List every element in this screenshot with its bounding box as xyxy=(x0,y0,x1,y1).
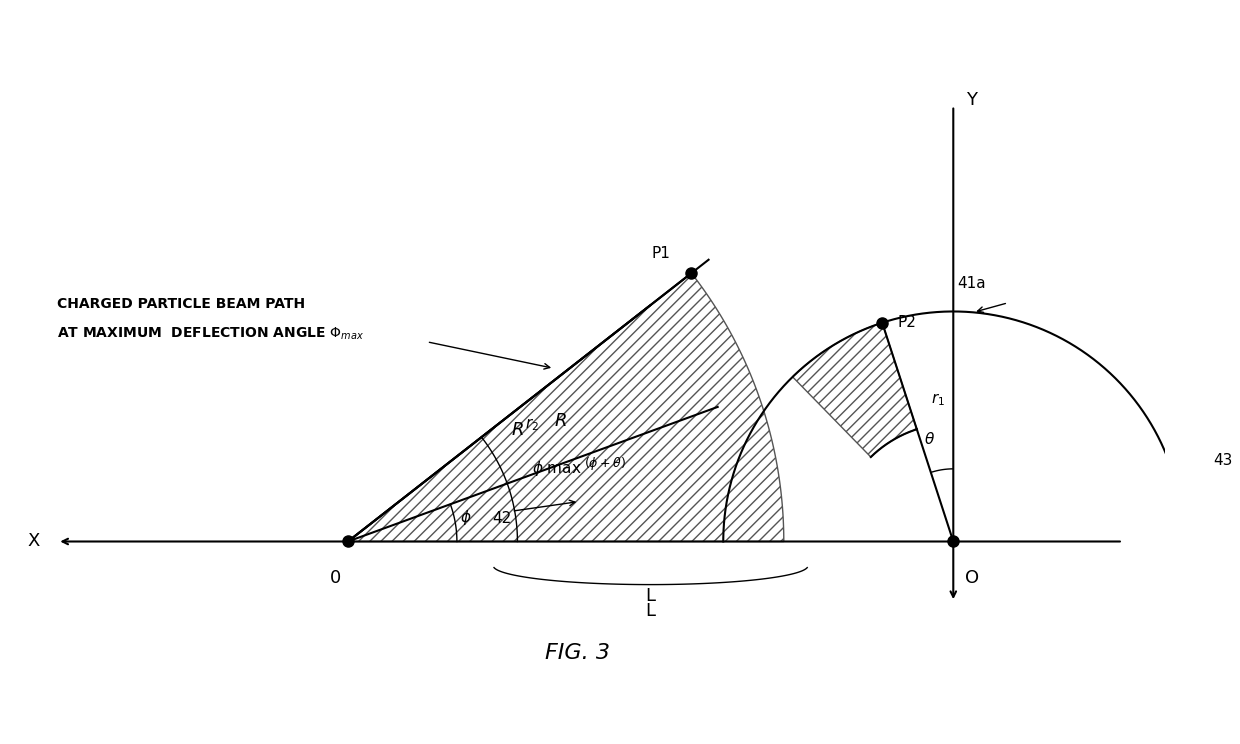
Text: 43: 43 xyxy=(1214,454,1233,469)
Text: P1: P1 xyxy=(651,246,670,261)
Text: $\phi$: $\phi$ xyxy=(460,507,471,527)
Text: $\phi$ max: $\phi$ max xyxy=(532,459,582,478)
Text: L: L xyxy=(646,602,656,620)
Text: AT MAXIMUM  DEFLECTION ANGLE $\Phi_{max}$: AT MAXIMUM DEFLECTION ANGLE $\Phi_{max}$ xyxy=(57,325,365,341)
Text: 0: 0 xyxy=(330,568,341,587)
Text: Y: Y xyxy=(966,91,977,109)
Text: O: O xyxy=(966,568,980,587)
Text: P2: P2 xyxy=(898,315,916,330)
Text: 41a: 41a xyxy=(957,275,986,291)
Text: 42: 42 xyxy=(492,511,511,526)
Text: CHARGED PARTICLE BEAM PATH: CHARGED PARTICLE BEAM PATH xyxy=(57,298,305,312)
Text: $(\phi+\theta)$: $(\phi+\theta)$ xyxy=(584,455,626,472)
Text: X: X xyxy=(27,533,40,551)
Text: FIG. 3: FIG. 3 xyxy=(546,643,610,663)
Text: R: R xyxy=(512,421,525,439)
Text: $r_1$: $r_1$ xyxy=(931,391,945,408)
Text: L: L xyxy=(646,587,656,605)
Text: R: R xyxy=(556,412,568,430)
Text: $\theta$: $\theta$ xyxy=(924,431,935,447)
Text: $r_2$: $r_2$ xyxy=(526,416,539,433)
